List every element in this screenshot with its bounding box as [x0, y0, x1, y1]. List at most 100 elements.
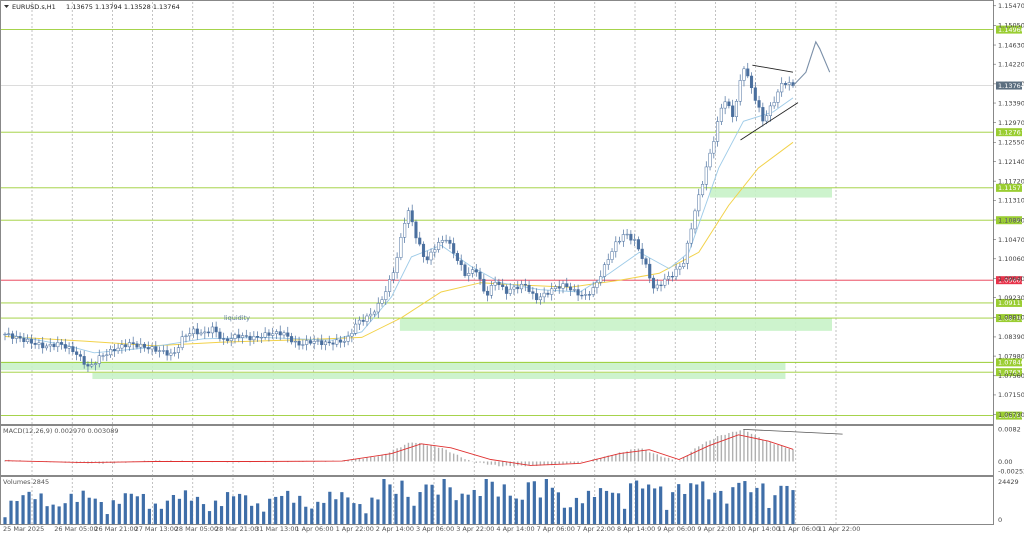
- candle-body: [308, 340, 312, 344]
- volume-bar: [15, 501, 19, 524]
- candle-body: [78, 354, 82, 357]
- time-label: 7 Apr 06:00: [537, 525, 575, 533]
- candle-body: [712, 141, 716, 154]
- price-tick-label: 1.15050: [998, 22, 1024, 30]
- volume-bar: [3, 517, 7, 524]
- volume-bar: [340, 492, 344, 524]
- time-label: 31 Mar 13:00: [255, 525, 298, 533]
- candle-body: [787, 82, 791, 85]
- candle-body: [440, 240, 444, 243]
- ohlc-readout: 1.13675 1.13794 1.13528 1.13764: [66, 3, 180, 11]
- candle-body: [274, 331, 279, 335]
- candle-body: [486, 290, 490, 296]
- triangle-down-icon[interactable]: [4, 5, 9, 8]
- candle-body: [572, 289, 576, 291]
- candle-body: [776, 91, 780, 103]
- candle-body: [602, 264, 607, 277]
- volume-bar: [719, 490, 723, 524]
- candle-body: [380, 299, 384, 304]
- volume-bar: [298, 495, 302, 524]
- candle-body: [86, 364, 90, 367]
- candle-body: [621, 234, 625, 242]
- symbol-title: EURUSD.s,H1: [12, 3, 56, 11]
- volume-bar: [478, 496, 482, 524]
- candle-body: [169, 352, 173, 356]
- candle-body: [71, 346, 75, 352]
- candle-body: [369, 313, 373, 317]
- volume-bar: [749, 492, 753, 524]
- candle-body: [633, 239, 637, 241]
- candle-body: [207, 331, 211, 334]
- volume-bar: [376, 499, 380, 524]
- price-tick-label: 1.12140: [998, 158, 1024, 166]
- candle-body: [629, 233, 633, 241]
- price-tick-label: 1.11310: [998, 197, 1024, 205]
- price-tick-label: 1.07560: [998, 372, 1024, 380]
- candle-body: [587, 294, 591, 296]
- candle-body: [44, 345, 49, 349]
- candle-body: [444, 239, 448, 242]
- level-badge: [996, 276, 1022, 285]
- candle-body: [497, 281, 501, 286]
- candle-body: [504, 286, 509, 294]
- candle-body: [716, 121, 720, 142]
- current-price-badge: [996, 81, 1022, 90]
- candle-body: [33, 342, 37, 345]
- volume-bar: [586, 490, 591, 524]
- candle-body: [240, 335, 245, 338]
- zone-rect: [399, 318, 832, 331]
- volume-bar: [616, 493, 621, 524]
- volume-bar: [213, 500, 218, 524]
- volume-bar: [568, 507, 573, 524]
- candle-body: [237, 334, 241, 338]
- volume-bar: [99, 502, 103, 524]
- macd-pane[interactable]: [0, 425, 994, 476]
- volume-bar: [358, 504, 362, 524]
- candle-body: [195, 328, 199, 335]
- volume-bar: [544, 479, 548, 524]
- volume-bar: [580, 503, 585, 524]
- candle-body: [225, 338, 229, 341]
- volume-bar: [767, 507, 771, 524]
- candle-body: [584, 294, 588, 296]
- level-badge: [996, 314, 1022, 323]
- price-tick-label: 1.14630: [998, 41, 1024, 49]
- volume-bar: [268, 498, 272, 524]
- volume-bar: [39, 493, 43, 524]
- volume-bar: [51, 504, 55, 524]
- candle-body: [388, 279, 392, 292]
- volume-bar: [502, 484, 506, 524]
- volume-bar: [310, 508, 314, 524]
- volume-bar: [87, 497, 91, 524]
- volume-bar: [262, 511, 266, 524]
- level-badge-label: 1.07637: [998, 368, 1024, 376]
- time-label: 4 Apr 14:00: [496, 525, 534, 533]
- price-tick-label: 1.11720: [998, 177, 1024, 185]
- candle-body: [595, 282, 599, 288]
- candle-body: [278, 331, 282, 336]
- candle-body: [648, 263, 652, 279]
- candle-body: [591, 287, 595, 295]
- volume-bar: [406, 496, 410, 524]
- volume-bar: [550, 487, 554, 524]
- volume-bar: [725, 503, 729, 524]
- candle-body: [18, 336, 22, 339]
- price-tick-label: 1.10060: [998, 255, 1024, 263]
- candle-body: [753, 87, 757, 101]
- volume-bar: [484, 479, 488, 524]
- candle-body: [519, 283, 524, 290]
- volume-bar: [33, 499, 37, 524]
- volume-bar: [159, 508, 163, 524]
- volume-bar: [93, 498, 97, 524]
- level-badge-label: 1.10885: [998, 217, 1024, 225]
- volume-bar: [304, 506, 308, 524]
- candle-body: [327, 341, 331, 344]
- price-pane[interactable]: [0, 0, 994, 425]
- price-axis[interactable]: 1.14960 1.12767 1.11577 1.10885 1.09603 1.091…: [993, 2, 1024, 420]
- candle-body: [75, 351, 79, 355]
- time-label: 27 Mar 13:00: [135, 525, 178, 533]
- candle-body: [478, 271, 482, 280]
- ma-slow-line: [4, 141, 794, 347]
